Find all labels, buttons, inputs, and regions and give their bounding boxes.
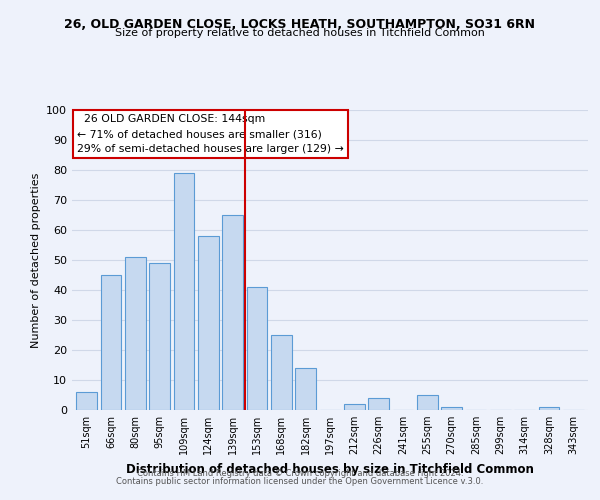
Y-axis label: Number of detached properties: Number of detached properties	[31, 172, 41, 348]
Bar	[125, 257, 146, 410]
Bar	[539, 407, 559, 410]
Bar	[368, 398, 389, 410]
Bar	[417, 395, 438, 410]
Bar	[247, 287, 268, 410]
Bar	[76, 392, 97, 410]
Bar	[295, 368, 316, 410]
Text: 26 OLD GARDEN CLOSE: 144sqm
← 71% of detached houses are smaller (316)
29% of se: 26 OLD GARDEN CLOSE: 144sqm ← 71% of det…	[77, 114, 344, 154]
Bar	[442, 407, 462, 410]
Bar	[271, 335, 292, 410]
Bar	[198, 236, 218, 410]
Text: 26, OLD GARDEN CLOSE, LOCKS HEATH, SOUTHAMPTON, SO31 6RN: 26, OLD GARDEN CLOSE, LOCKS HEATH, SOUTH…	[65, 18, 536, 30]
Text: Contains HM Land Registry data © Crown copyright and database right 2024.: Contains HM Land Registry data © Crown c…	[137, 468, 463, 477]
Bar	[222, 215, 243, 410]
Text: Size of property relative to detached houses in Titchfield Common: Size of property relative to detached ho…	[115, 28, 485, 38]
Bar	[149, 263, 170, 410]
Bar	[101, 275, 121, 410]
X-axis label: Distribution of detached houses by size in Titchfield Common: Distribution of detached houses by size …	[126, 462, 534, 475]
Text: Contains public sector information licensed under the Open Government Licence v.: Contains public sector information licen…	[116, 477, 484, 486]
Bar	[344, 404, 365, 410]
Bar	[173, 173, 194, 410]
